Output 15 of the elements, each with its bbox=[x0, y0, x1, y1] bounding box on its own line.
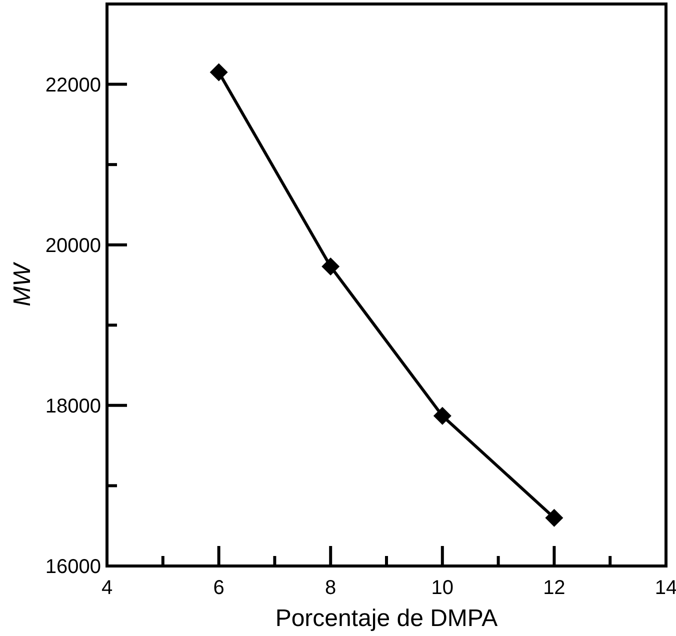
point bbox=[210, 63, 228, 82]
point bbox=[322, 258, 340, 276]
x-axis-title: Porcentaje de DMPA bbox=[275, 605, 498, 632]
x-tick-label: 12 bbox=[543, 577, 566, 599]
x-tick-label: 8 bbox=[325, 577, 336, 599]
y-axis-title: MW bbox=[9, 261, 36, 306]
y-tick-label: 16000 bbox=[45, 556, 101, 578]
x-tick-label: 6 bbox=[213, 577, 224, 599]
point bbox=[545, 508, 564, 527]
y-tick-label: 20000 bbox=[45, 234, 101, 257]
y-tick-label: 18000 bbox=[45, 395, 101, 418]
point bbox=[433, 406, 452, 425]
y-tick-label: 22000 bbox=[45, 74, 101, 96]
x-tick-label: 10 bbox=[431, 577, 454, 599]
x-tick-label: 4 bbox=[101, 577, 113, 599]
